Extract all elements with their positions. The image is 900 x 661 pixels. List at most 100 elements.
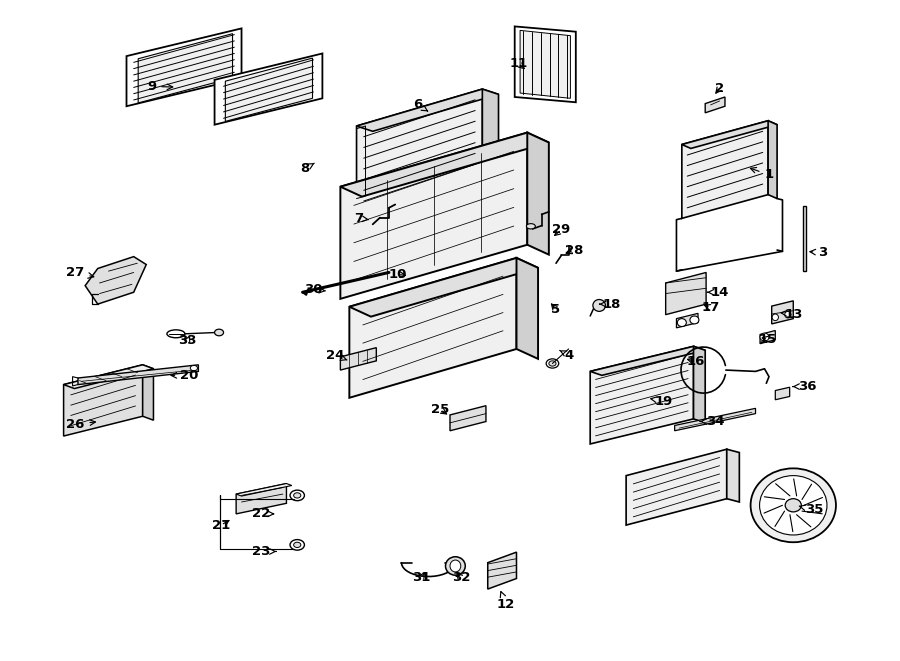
Text: 18: 18 [599,297,621,311]
Ellipse shape [166,330,184,338]
Text: 34: 34 [700,415,725,428]
Text: 13: 13 [781,307,804,321]
Polygon shape [236,484,292,496]
Text: 17: 17 [701,301,720,314]
Polygon shape [775,387,789,400]
Text: 36: 36 [793,380,817,393]
Text: 22: 22 [252,508,274,520]
Polygon shape [349,258,538,317]
Text: 2: 2 [715,82,724,95]
Polygon shape [527,133,549,254]
Ellipse shape [690,316,699,324]
Ellipse shape [293,492,301,498]
Polygon shape [694,346,706,423]
Polygon shape [515,26,576,102]
Polygon shape [64,365,143,436]
Text: 9: 9 [147,80,173,93]
Text: 6: 6 [413,98,428,112]
Polygon shape [682,121,777,149]
Ellipse shape [450,560,461,572]
Polygon shape [520,30,571,98]
Ellipse shape [549,361,556,366]
Polygon shape [225,58,312,122]
Ellipse shape [751,469,836,542]
Polygon shape [626,449,727,525]
Polygon shape [482,89,499,180]
Ellipse shape [760,333,769,341]
Text: 8: 8 [300,163,314,175]
Text: 4: 4 [560,349,574,362]
Polygon shape [86,256,147,304]
Polygon shape [675,408,755,431]
Polygon shape [803,206,806,271]
Text: 25: 25 [431,403,449,416]
Polygon shape [668,352,695,370]
Polygon shape [760,330,775,344]
Text: 11: 11 [509,57,527,70]
Polygon shape [706,97,725,113]
Ellipse shape [290,539,304,550]
Polygon shape [127,28,241,106]
Polygon shape [214,54,322,125]
Polygon shape [517,258,538,359]
Text: 33: 33 [178,334,197,347]
Polygon shape [590,346,706,375]
Text: 1: 1 [751,167,774,181]
Text: 16: 16 [686,355,705,368]
Text: 30: 30 [304,283,326,296]
Polygon shape [768,121,777,198]
Polygon shape [488,552,517,589]
Text: 29: 29 [553,223,571,236]
Text: 7: 7 [354,212,368,225]
Polygon shape [450,406,486,431]
Polygon shape [590,346,694,444]
Ellipse shape [546,359,559,368]
Text: 15: 15 [759,332,778,346]
Polygon shape [666,272,706,315]
Text: 31: 31 [412,571,430,584]
Text: 32: 32 [452,571,470,584]
Polygon shape [236,484,286,514]
Ellipse shape [446,557,465,575]
Ellipse shape [290,490,304,500]
Text: 10: 10 [389,268,407,281]
Polygon shape [139,34,232,103]
Ellipse shape [293,542,301,547]
Polygon shape [78,365,198,385]
Text: 26: 26 [66,418,95,431]
Text: 14: 14 [707,286,729,299]
Ellipse shape [760,476,827,535]
Bar [374,217,383,223]
Text: 21: 21 [212,519,230,531]
Polygon shape [340,133,549,196]
Ellipse shape [785,311,791,318]
Text: 28: 28 [565,243,583,256]
Polygon shape [771,301,793,324]
Polygon shape [64,365,154,389]
Polygon shape [143,365,154,420]
Text: 5: 5 [552,303,561,316]
Text: 27: 27 [67,266,94,279]
Polygon shape [349,258,517,398]
Polygon shape [356,89,499,132]
Ellipse shape [785,498,801,512]
Text: 20: 20 [171,369,199,382]
Ellipse shape [678,319,687,327]
Ellipse shape [190,366,197,371]
Polygon shape [340,348,376,370]
Polygon shape [356,89,482,212]
Text: 23: 23 [252,545,276,558]
Polygon shape [682,121,768,218]
Ellipse shape [526,223,536,229]
Text: 3: 3 [810,246,827,259]
Polygon shape [340,133,527,299]
Text: 24: 24 [326,349,347,362]
Text: 35: 35 [799,504,824,516]
Ellipse shape [214,329,223,336]
Text: 19: 19 [651,395,673,408]
Text: 12: 12 [497,592,515,611]
Ellipse shape [772,314,778,321]
Polygon shape [677,313,698,328]
Polygon shape [727,449,740,502]
Ellipse shape [593,299,606,311]
